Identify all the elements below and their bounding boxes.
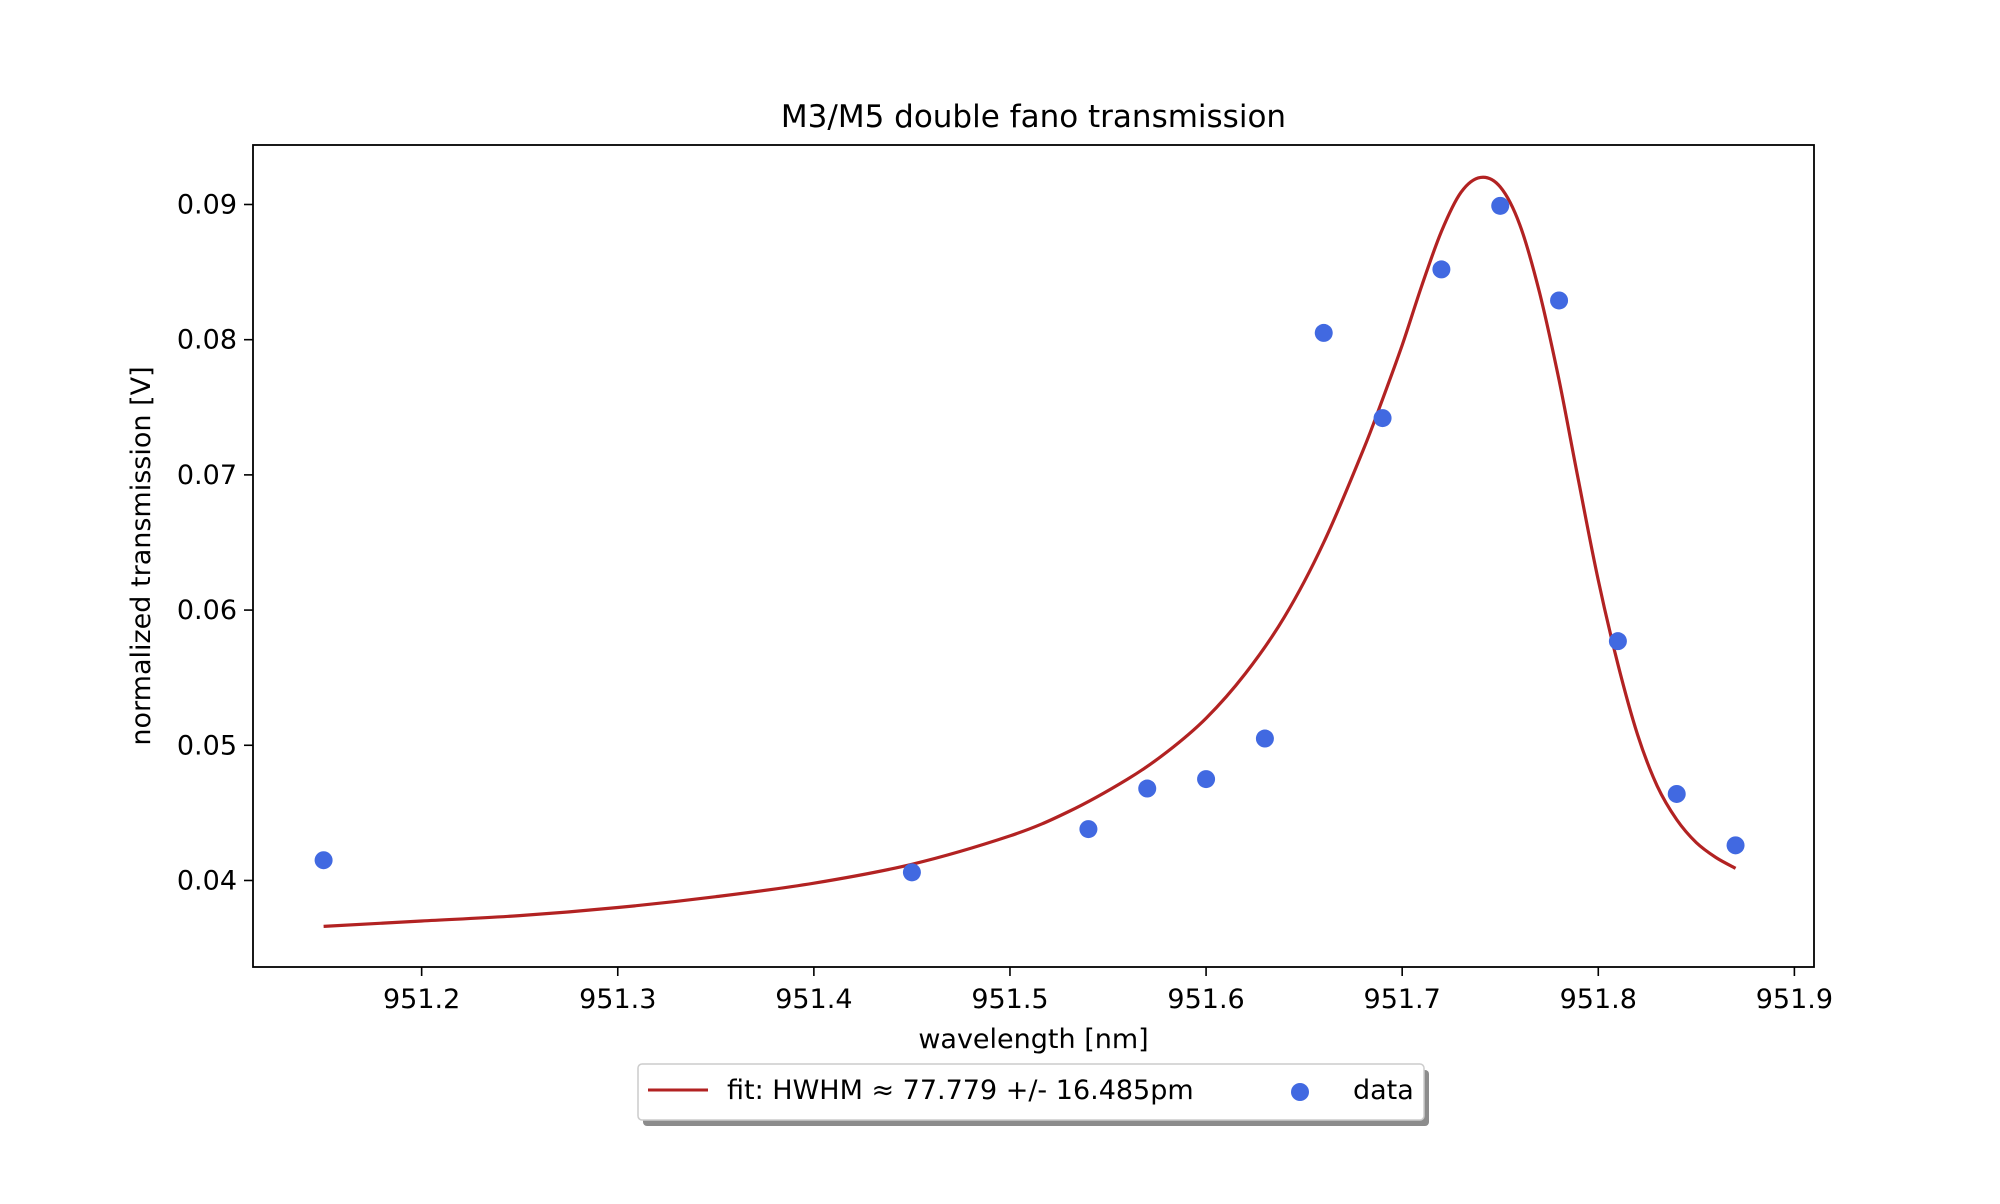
data-point — [1550, 291, 1569, 310]
data-point — [1373, 409, 1392, 428]
x-tick-label: 951.9 — [1756, 984, 1833, 1015]
x-tick-label: 951.7 — [1364, 984, 1441, 1015]
data-point — [1197, 770, 1216, 789]
legend-data-marker-swatch — [1291, 1083, 1309, 1101]
data-point — [1432, 260, 1451, 279]
x-tick-label: 951.5 — [971, 984, 1048, 1015]
x-tick-label: 951.8 — [1560, 984, 1637, 1015]
data-point — [1314, 323, 1333, 342]
chart-title: M3/M5 double fano transmission — [781, 99, 1286, 135]
y-axis-label: normalized transmission [V] — [126, 366, 157, 745]
y-tick-label: 0.09 — [177, 189, 237, 220]
y-tick-label: 0.05 — [177, 730, 237, 761]
y-tick-label: 0.08 — [177, 325, 237, 356]
fit-curve-line — [323, 175, 1737, 928]
data-point — [1608, 632, 1627, 651]
x-tick-label: 951.6 — [1167, 984, 1244, 1015]
plot-area-frame — [252, 144, 1815, 968]
x-tick-label: 951.2 — [383, 984, 460, 1015]
legend: fit: HWHM ≈ 77.779 +/- 16.485pm data — [637, 1063, 1429, 1126]
data-point — [1255, 729, 1274, 748]
data-point — [1491, 196, 1510, 215]
data-point — [1079, 820, 1098, 839]
data-point — [1726, 836, 1745, 855]
y-tick-label: 0.07 — [177, 460, 237, 491]
data-point — [1138, 779, 1157, 798]
y-tick-label: 0.04 — [177, 865, 237, 896]
data-point — [314, 851, 333, 870]
legend-box — [637, 1063, 1425, 1121]
legend-data-label: data — [1353, 1075, 1414, 1106]
data-point — [1667, 784, 1686, 803]
x-axis-label: wavelength [nm] — [918, 1024, 1148, 1055]
y-tick-label: 0.06 — [177, 595, 237, 626]
legend-fit-label: fit: HWHM ≈ 77.779 +/- 16.485pm — [727, 1075, 1194, 1106]
data-point — [902, 863, 921, 882]
x-tick-label: 951.4 — [775, 984, 852, 1015]
x-tick-label: 951.3 — [579, 984, 656, 1015]
